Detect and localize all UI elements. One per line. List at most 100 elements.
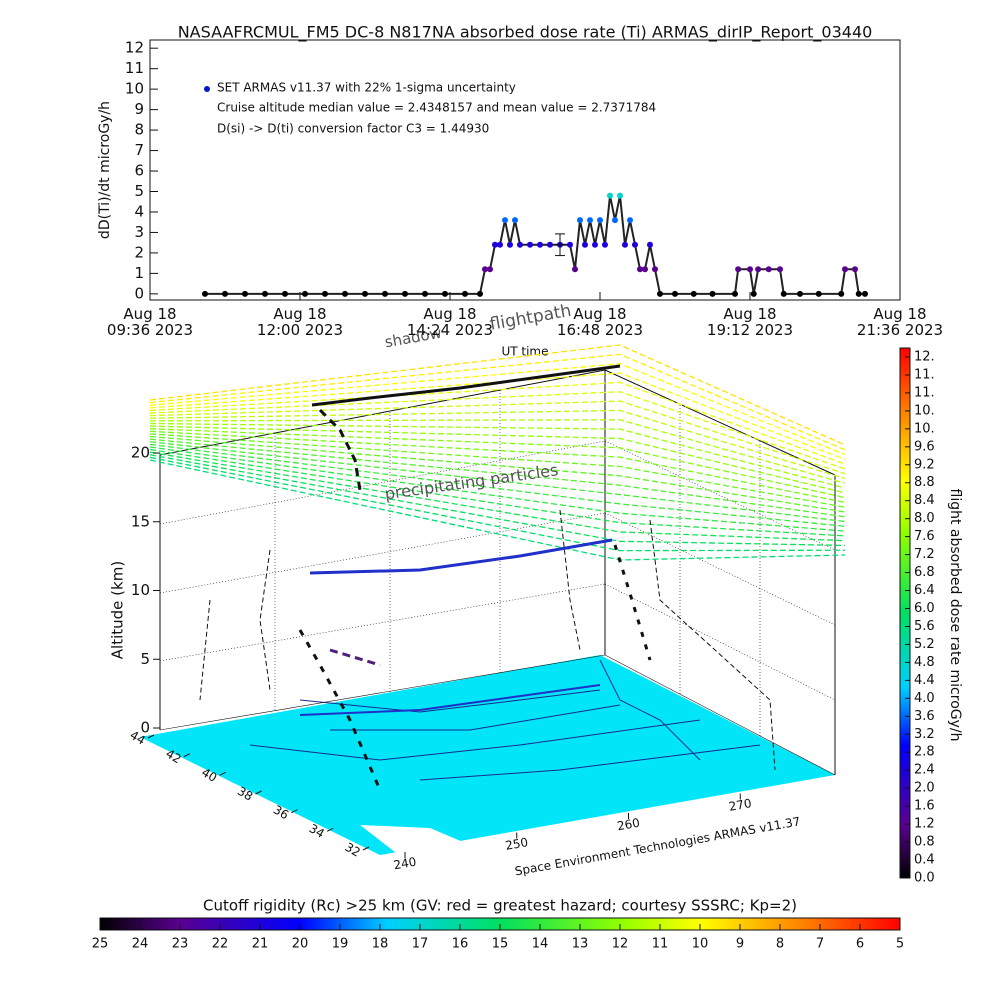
data-point	[402, 290, 408, 297]
data-line	[205, 195, 865, 295]
particle-dash	[149, 428, 846, 499]
colorbar-tick-label: 8.8	[914, 475, 935, 490]
data-point	[527, 241, 533, 248]
particle-dash	[149, 446, 846, 532]
y-tick-label: 10	[125, 80, 144, 98]
x-tick-label: Aug 18 21:36 2023	[856, 305, 944, 339]
y-tick	[147, 734, 155, 739]
data-point	[322, 290, 328, 297]
colorbar-tick-label: 9.6	[914, 439, 935, 454]
colorbar-tick-label: 19	[332, 937, 349, 952]
data-point	[242, 290, 248, 297]
particle-dash	[149, 448, 846, 537]
data-point	[222, 290, 228, 297]
data-point	[602, 241, 608, 248]
data-point	[422, 290, 428, 297]
colorbar-tick-label: 17	[412, 937, 429, 952]
particle-dash	[149, 391, 846, 470]
annotation: precipitating particles	[384, 460, 560, 503]
data-point	[632, 241, 638, 248]
particle-dash	[149, 381, 846, 465]
data-point	[838, 290, 845, 297]
data-point	[442, 290, 448, 297]
y-tick-label: 1	[134, 264, 144, 282]
data-point	[592, 241, 598, 248]
particle-dash	[149, 363, 846, 456]
data-point	[855, 290, 862, 297]
colorbar-tick-label: 15	[492, 937, 509, 952]
y-tick	[183, 753, 191, 758]
colorbar-tick-label: 7.6	[914, 529, 935, 544]
colorbar-tick-label: 8.4	[914, 493, 935, 508]
y-tick-label: 11	[125, 59, 144, 77]
colorbar-tick-label: 0.0	[914, 871, 935, 886]
data-point	[755, 266, 762, 273]
particle-dash	[149, 451, 846, 542]
x-tick-label: 250	[504, 835, 529, 853]
y-tick-label: 8	[134, 121, 144, 139]
y-tick-label: 44	[128, 728, 148, 748]
data-point	[852, 266, 858, 273]
particle-dash	[149, 456, 846, 552]
data-point	[652, 266, 658, 273]
colorbar-tick-label: 4.8	[914, 655, 935, 670]
y-tick-label: 6	[134, 162, 144, 180]
colorbar-tick-label: 18	[372, 937, 389, 952]
particle-dash	[149, 419, 846, 484]
annotation: D(si) -> D(ti) conversion factor C3 = 1.…	[217, 122, 489, 136]
credit: Space Environment Technologies ARMAS v11…	[514, 814, 802, 878]
z-tick-label: 15	[131, 512, 150, 530]
colorbar-tick-label: 12	[612, 937, 629, 952]
z-tick-label: 20	[131, 444, 150, 462]
data-point	[642, 266, 648, 273]
y-tick-label: 36	[271, 803, 291, 823]
colorbar-tick-label: 6.4	[914, 583, 935, 598]
data-point	[507, 241, 513, 248]
data-point	[582, 241, 588, 248]
data-point	[690, 290, 697, 297]
colorbar-tick-label: 11	[652, 937, 669, 952]
data-point	[492, 241, 498, 248]
particle-dash	[149, 438, 846, 518]
particle-dash	[149, 372, 846, 460]
colorbar-tick-label: 12.	[914, 349, 935, 364]
particle-dash	[149, 344, 846, 446]
data-point	[362, 290, 368, 297]
colorbar-tick-label: 1.2	[914, 817, 935, 832]
x-tick-label: Aug 18 14:24 2023	[406, 305, 494, 339]
particle-dash	[149, 430, 846, 504]
particle-dash	[149, 425, 846, 494]
colorbar-tick-label: 2.4	[914, 763, 935, 778]
y-tick-label: 12	[125, 39, 144, 57]
data-point	[342, 290, 348, 297]
colorbar-tick-label: 6.0	[914, 601, 935, 616]
box	[159, 369, 836, 776]
y-tick-label: 0	[134, 284, 144, 302]
y-axis-label: dD(Ti)/dt microGy/h	[97, 101, 113, 239]
colorbar-label: flight absorbed dose rate microGy/h	[947, 489, 963, 742]
particle-dash	[149, 435, 846, 513]
data-point	[512, 217, 518, 224]
y-tick-label: 32	[343, 840, 363, 860]
colorbar-tick-label: 10	[692, 937, 709, 952]
colorbar-tick-label: 7.2	[914, 547, 935, 562]
colorbar-tick-label: 23	[172, 937, 189, 952]
particle-dash	[149, 353, 846, 451]
y-tick	[362, 846, 370, 851]
x-tick-label: 240	[392, 855, 417, 873]
floor	[140, 655, 835, 855]
y-tick-label: 5	[134, 182, 144, 200]
colorbar-tick-label: 9	[736, 937, 744, 952]
data-point	[777, 266, 783, 273]
data-point	[627, 217, 633, 224]
y-tick-label: 42	[163, 747, 183, 767]
colorbar-tick-label: 5	[896, 937, 904, 952]
colorbar-tick-label: 5.2	[914, 637, 935, 652]
y-tick-label: 4	[134, 202, 144, 220]
data-point	[862, 290, 868, 297]
y-tick-label: 34	[307, 821, 327, 841]
data-point	[572, 266, 578, 273]
colorbar-tick-label: 24	[132, 937, 149, 952]
colorbar-tick-label: 6	[856, 937, 864, 952]
